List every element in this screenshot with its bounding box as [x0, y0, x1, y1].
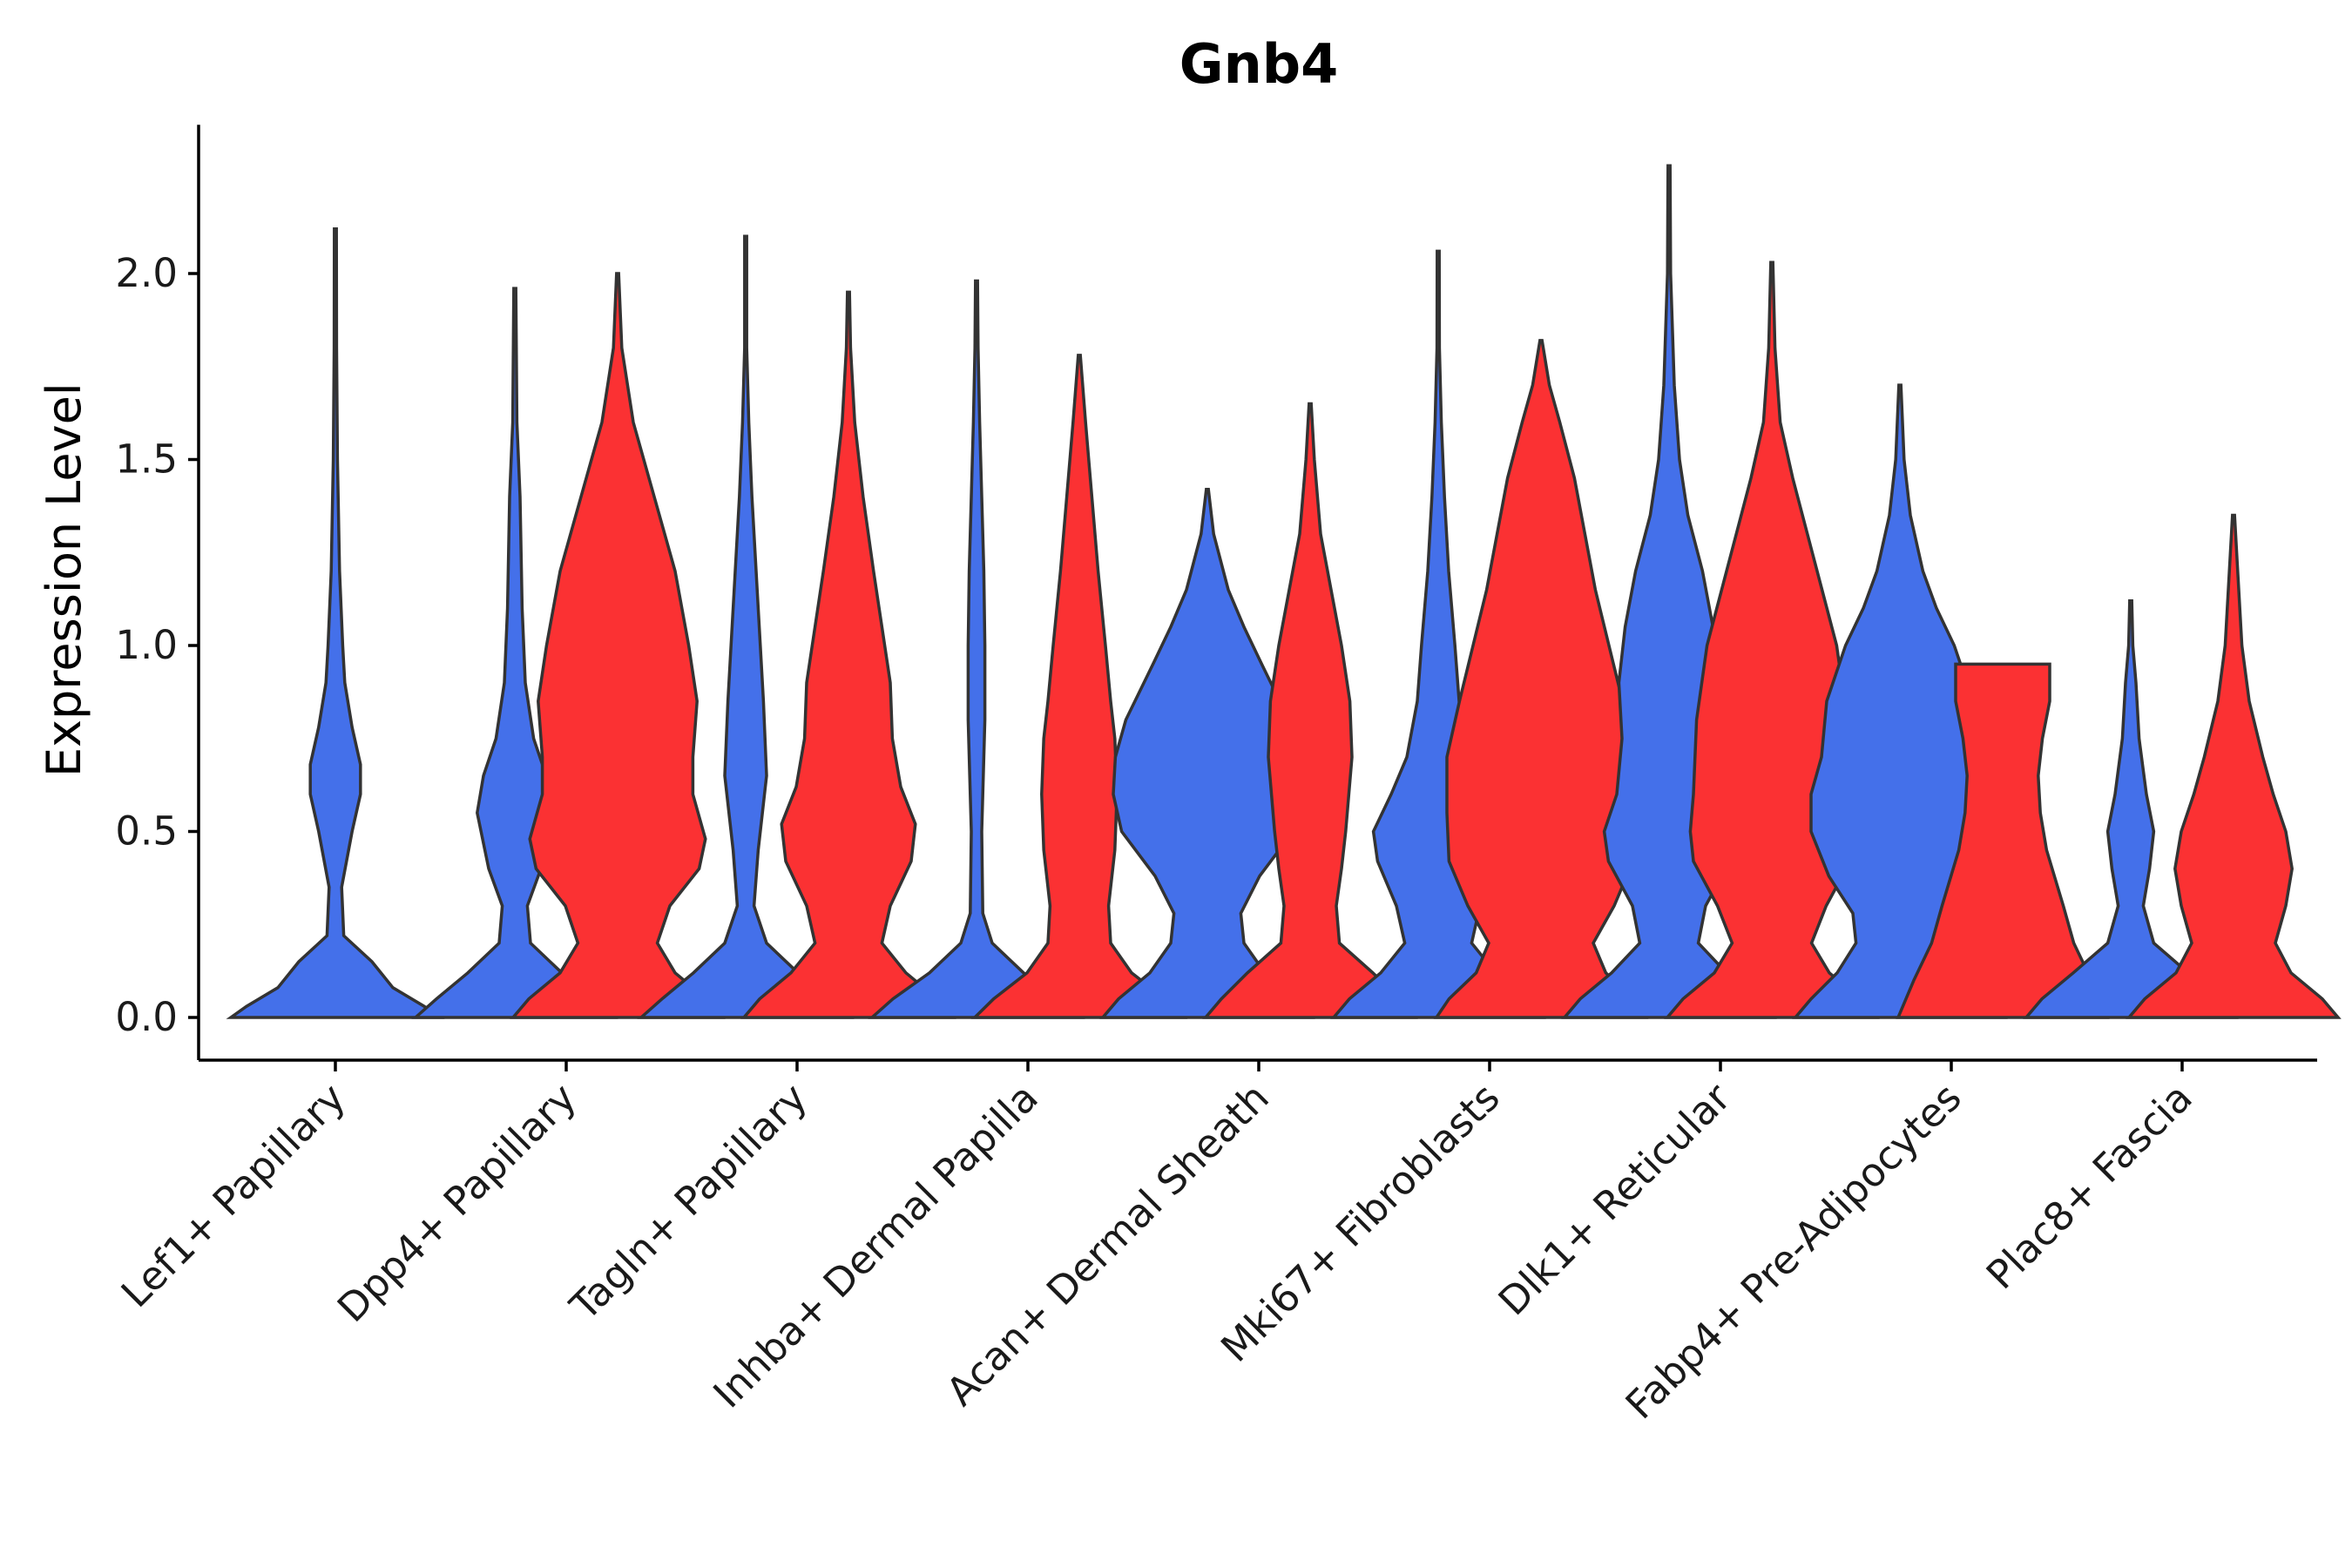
violin-red	[970, 354, 1188, 1019]
x-tick-label: Dpp4+ Papillary	[328, 1074, 585, 1331]
chart-title: Gnb4	[1179, 32, 1339, 96]
violin-red	[1202, 402, 1418, 1019]
violin-blue	[637, 234, 855, 1019]
y-ticks-group: 0.0 0.5 1.0 1.5 2.0	[115, 250, 199, 1040]
x-tick-label: Tagln+ Papillary	[561, 1074, 816, 1329]
x-tick-label: Dlk1+ Reticular	[1490, 1074, 1740, 1324]
violin-red	[2126, 513, 2342, 1019]
x-tick-label: Plac8+ Fascia	[1977, 1074, 2201, 1298]
y-axis-title: Expression Level	[37, 382, 91, 777]
violins-group	[226, 164, 2342, 1019]
violin-red	[1896, 662, 2110, 1019]
y-tick-label: 1.5	[115, 436, 178, 483]
y-tick-label: 2.0	[115, 250, 178, 296]
violin-blue	[868, 279, 1085, 1019]
y-tick-label: 0.5	[115, 808, 178, 855]
violin-blue	[411, 287, 618, 1019]
violin-blue	[226, 227, 445, 1019]
violin-blue	[2023, 599, 2239, 1019]
violin-red	[1433, 339, 1649, 1019]
y-tick-label: 1.0	[115, 622, 178, 668]
y-tick-label: 0.0	[115, 994, 178, 1040]
violin-red	[510, 272, 726, 1019]
violin-blue	[1099, 487, 1315, 1019]
violin-red	[740, 290, 956, 1019]
x-tick-label: Lef1+ Papillary	[112, 1074, 355, 1316]
